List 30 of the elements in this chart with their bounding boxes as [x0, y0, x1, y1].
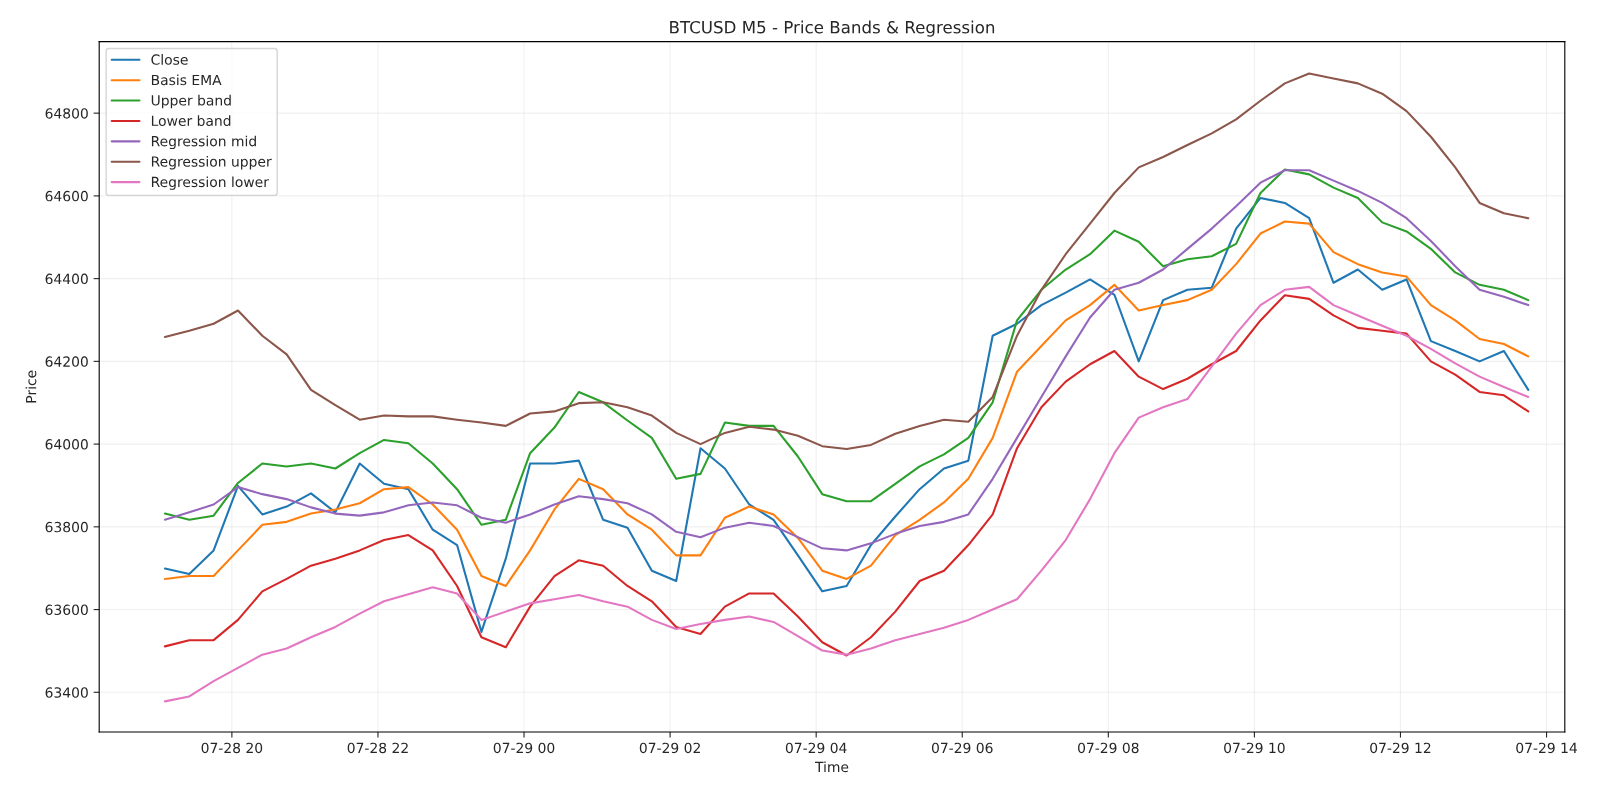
x-tick-label: 07-28 22: [347, 742, 408, 754]
y-tick-label: 64200: [45, 356, 88, 367]
y-tick-label: 63600: [45, 604, 88, 616]
x-axis-title: Time: [814, 761, 849, 773]
line-series: [163, 196, 1530, 633]
x-tick-label: 07-29 00: [493, 742, 555, 754]
x-tick-label: 07-29 10: [1224, 742, 1285, 754]
legend-label: Regression mid: [151, 135, 256, 150]
legend-label: Lower band: [151, 115, 231, 127]
x-tick-label: 07-29 14: [1516, 742, 1577, 754]
y-tick-label: 64800: [45, 108, 88, 119]
y-tick-label: 63400: [45, 687, 88, 698]
legend-label: Upper band: [151, 94, 231, 109]
x-tick-label: 07-29 02: [639, 742, 700, 754]
y-tick-label: 64600: [45, 190, 88, 202]
x-tick-label: 07-29 12: [1370, 742, 1431, 754]
y-tick-label: 64000: [45, 439, 88, 450]
x-tick-label: 07-29 08: [1078, 742, 1139, 754]
legend-label: Basis EMA: [151, 74, 222, 86]
y-axis-title: Price: [25, 370, 37, 403]
y-tick-label: 64400: [45, 273, 88, 285]
x-tick-label: 07-29 06: [931, 742, 993, 754]
legend-label: Close: [151, 54, 188, 65]
chart-title: BTCUSD M5 - Price Bands & Regression: [670, 20, 995, 37]
x-tick-label: 07-28 20: [201, 742, 263, 754]
y-tick-label: 63800: [45, 521, 88, 533]
legend-label: Regression lower: [151, 176, 269, 190]
line-series: [163, 220, 1530, 588]
legend-label: Regression upper: [151, 156, 272, 170]
x-tick-label: 07-29 04: [785, 742, 847, 754]
